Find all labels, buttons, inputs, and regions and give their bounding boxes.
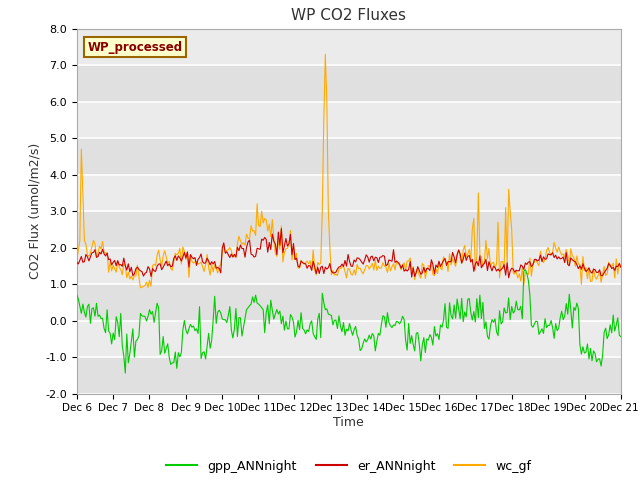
Bar [77, 175, 621, 211]
Bar [77, 284, 621, 321]
er_ANNnight [262, 237, 270, 242]
wc_gf [255, 223, 262, 228]
Legend: gpp_ANNnight, er_ANNnight, wc_gf: gpp_ANNnight, er_ANNnight, wc_gf [161, 455, 536, 478]
gpp_ANNnight [73, 292, 81, 298]
Line: wc_gf: wc_gf [77, 54, 621, 288]
Bar [77, 138, 621, 175]
wc_gf [617, 264, 625, 270]
wc_gf [141, 283, 149, 288]
gpp_ANNnight [522, 267, 529, 273]
er_ANNnight [73, 259, 81, 265]
er_ANNnight [312, 271, 320, 276]
er_ANNnight [505, 275, 513, 281]
Text: WP_processed: WP_processed [88, 41, 183, 54]
Title: WP CO2 Fluxes: WP CO2 Fluxes [291, 9, 406, 24]
gpp_ANNnight [264, 302, 271, 308]
Bar [77, 321, 621, 357]
Bar [77, 211, 621, 248]
gpp_ANNnight [237, 315, 244, 321]
X-axis label: Time: Time [333, 416, 364, 429]
Bar [77, 102, 621, 138]
er_ANNnight [253, 245, 261, 251]
wc_gf [136, 285, 144, 290]
Line: gpp_ANNnight: gpp_ANNnight [77, 270, 621, 373]
wc_gf [589, 265, 597, 271]
er_ANNnight [589, 266, 597, 272]
er_ANNnight [278, 226, 285, 231]
wc_gf [237, 238, 244, 244]
gpp_ANNnight [589, 348, 597, 354]
er_ANNnight [617, 264, 625, 270]
wc_gf [321, 51, 329, 57]
wc_gf [73, 257, 81, 263]
wc_gf [264, 228, 271, 234]
Y-axis label: CO2 Flux (umol/m2/s): CO2 Flux (umol/m2/s) [28, 143, 41, 279]
wc_gf [312, 272, 320, 278]
Bar [77, 357, 621, 394]
Bar [77, 65, 621, 102]
gpp_ANNnight [141, 313, 149, 319]
Bar [77, 248, 621, 284]
gpp_ANNnight [617, 334, 625, 339]
gpp_ANNnight [255, 301, 262, 307]
gpp_ANNnight [312, 336, 320, 342]
Line: er_ANNnight: er_ANNnight [77, 228, 621, 278]
gpp_ANNnight [122, 370, 129, 376]
er_ANNnight [235, 248, 243, 253]
er_ANNnight [140, 273, 147, 279]
Bar [77, 29, 621, 65]
